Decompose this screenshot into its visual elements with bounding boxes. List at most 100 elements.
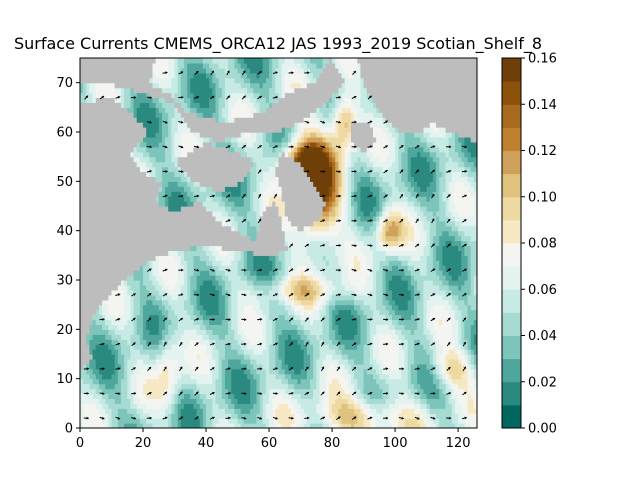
- heatmap-cell: [127, 235, 132, 242]
- heatmap-cell: [451, 324, 456, 330]
- heatmap-cell: [98, 299, 103, 306]
- heatmap-cell: [168, 408, 172, 414]
- heatmap-cell: [420, 294, 425, 301]
- heatmap-cell: [136, 275, 141, 281]
- heatmap-cell: [86, 363, 91, 370]
- heatmap-cell: [366, 324, 371, 330]
- heatmap-cell: [385, 339, 390, 345]
- heatmap-cell: [174, 398, 179, 404]
- heatmap-cell: [272, 250, 276, 256]
- heatmap-cell: [385, 358, 390, 365]
- heatmap-cell: [341, 324, 346, 330]
- heatmap-cell: [335, 423, 339, 428]
- heatmap-cell: [146, 423, 150, 428]
- heatmap-cell: [237, 388, 242, 395]
- heatmap-cell: [310, 383, 314, 390]
- heatmap-cell: [470, 299, 475, 306]
- heatmap-cell: [124, 250, 128, 256]
- heatmap-cell: [369, 368, 374, 375]
- heatmap-cell: [275, 329, 280, 335]
- heatmap-cell: [206, 423, 210, 428]
- heatmap-cell: [120, 373, 125, 380]
- heatmap-cell: [350, 368, 355, 375]
- heatmap-cell: [111, 275, 116, 281]
- heatmap-cell: [231, 334, 235, 340]
- heatmap-cell: [445, 408, 450, 414]
- heatmap-cell: [451, 368, 456, 375]
- heatmap-cell: [398, 265, 402, 271]
- heatmap-cell: [350, 398, 355, 404]
- heatmap-cell: [149, 275, 154, 281]
- heatmap-cell: [80, 275, 84, 281]
- heatmap-cell: [237, 358, 242, 365]
- heatmap-cell: [86, 388, 91, 395]
- heatmap-cell: [83, 284, 87, 291]
- heatmap-cell: [98, 413, 103, 419]
- heatmap-cell: [146, 349, 150, 355]
- heatmap-cell: [136, 255, 141, 261]
- heatmap-cell: [322, 368, 327, 375]
- heatmap-cell: [451, 344, 456, 350]
- heatmap-cell: [224, 354, 229, 360]
- heatmap-cell: [108, 240, 113, 247]
- heatmap-cell: [436, 393, 440, 399]
- heatmap-cell: [83, 403, 87, 409]
- heatmap-cell: [174, 275, 179, 281]
- heatmap-cell: [335, 270, 339, 276]
- heatmap-cell: [363, 319, 368, 325]
- heatmap-cell: [86, 408, 91, 414]
- heatmap-cell: [429, 349, 434, 355]
- heatmap-cell: [328, 240, 333, 247]
- heatmap-cell: [246, 309, 251, 316]
- heatmap-cell: [297, 280, 302, 286]
- heatmap-cell: [139, 358, 144, 365]
- heatmap-cell: [139, 270, 144, 276]
- heatmap-cell: [398, 329, 402, 335]
- heatmap-cell: [212, 388, 217, 395]
- heatmap-cell: [256, 408, 261, 414]
- heatmap-cell: [354, 284, 358, 291]
- heatmap-cell: [291, 324, 295, 330]
- heatmap-cell: [89, 309, 94, 316]
- heatmap-cell: [281, 324, 286, 330]
- heatmap-cell: [445, 250, 450, 256]
- heatmap-cell: [102, 240, 106, 247]
- heatmap-cell: [202, 349, 207, 355]
- heatmap-cell: [287, 294, 292, 301]
- heatmap-cell: [146, 260, 150, 266]
- heatmap-cell: [80, 324, 84, 330]
- heatmap-cell: [376, 349, 380, 355]
- heatmap-cell: [240, 309, 245, 316]
- heatmap-cell: [451, 319, 456, 325]
- heatmap-cell: [432, 363, 437, 370]
- heatmap-cell: [234, 334, 239, 340]
- heatmap-cell: [461, 344, 465, 350]
- heatmap-cell: [180, 289, 185, 296]
- heatmap-cell: [250, 299, 254, 306]
- heatmap-cell: [420, 334, 425, 340]
- heatmap-cell: [80, 363, 84, 370]
- heatmap-cell: [401, 304, 406, 311]
- heatmap-cell: [344, 299, 349, 306]
- heatmap-cell: [423, 245, 428, 251]
- heatmap-cell: [143, 275, 147, 281]
- heatmap-cell: [105, 294, 109, 301]
- heatmap-cell: [294, 299, 298, 306]
- heatmap-cell: [335, 408, 339, 414]
- heatmap-cell: [404, 413, 409, 419]
- heatmap-cell: [187, 280, 191, 286]
- heatmap-cell: [124, 423, 128, 428]
- heatmap-cell: [196, 398, 201, 404]
- heatmap-cell: [83, 408, 87, 414]
- heatmap-cell: [158, 260, 163, 266]
- heatmap-cell: [417, 373, 421, 380]
- heatmap-cell: [454, 240, 459, 247]
- heatmap-cell: [262, 275, 267, 281]
- heatmap-cell: [338, 363, 343, 370]
- heatmap-cell: [177, 245, 182, 251]
- heatmap-cell: [294, 270, 298, 276]
- heatmap-cell: [136, 339, 141, 345]
- heatmap-cell: [127, 275, 132, 281]
- heatmap-cell: [168, 368, 172, 375]
- heatmap-cell: [360, 304, 365, 311]
